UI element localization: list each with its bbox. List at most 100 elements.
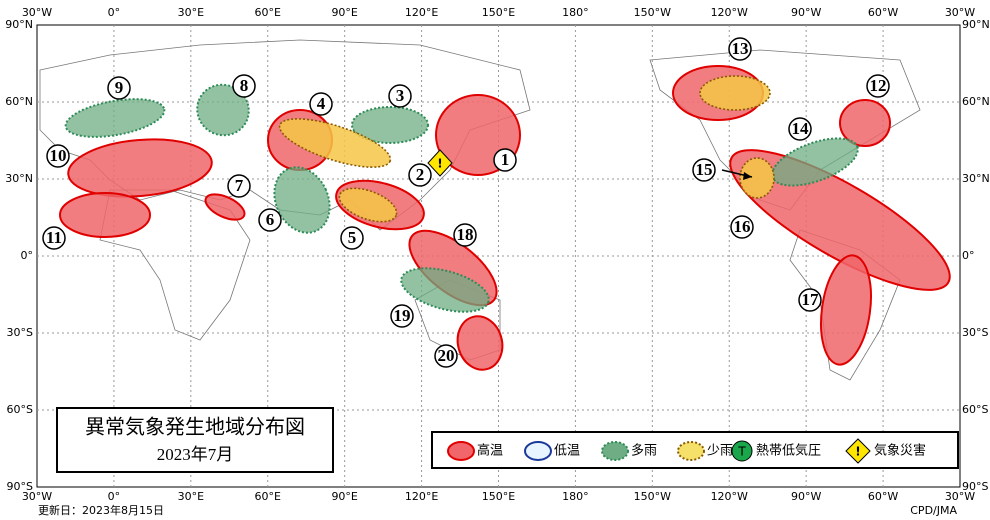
lon-label: 90°W bbox=[791, 490, 821, 503]
disaster-icon bbox=[427, 149, 453, 177]
disaster-icon-text: ! bbox=[437, 157, 442, 171]
dry-region bbox=[699, 75, 771, 111]
region-marker bbox=[493, 148, 517, 172]
region-number: 19 bbox=[394, 306, 411, 325]
region-marker bbox=[232, 74, 256, 98]
wet-region bbox=[273, 166, 331, 234]
lat-label: 30°N bbox=[962, 172, 990, 185]
lon-label: 60°W bbox=[868, 6, 898, 19]
lat-label: 90°N bbox=[962, 18, 990, 31]
lat-label: 60°S bbox=[7, 403, 33, 416]
lon-label: 90°E bbox=[331, 490, 357, 503]
region-number: 4 bbox=[317, 94, 326, 113]
hot-region bbox=[839, 99, 891, 147]
legend: 高温 低温 多雨 少雨 T 熱帯低気圧! 気象災害 bbox=[447, 438, 926, 464]
region-number: 12 bbox=[870, 76, 887, 95]
dry-region bbox=[338, 187, 398, 223]
region-marker bbox=[453, 223, 477, 247]
region-marker bbox=[340, 226, 364, 250]
region-marker bbox=[434, 344, 458, 368]
lon-label: 30°E bbox=[178, 6, 204, 19]
region-marker bbox=[692, 158, 716, 182]
legend-swatch bbox=[447, 441, 475, 461]
legend-label: 気象災害 bbox=[874, 443, 926, 459]
region-number: 20 bbox=[438, 346, 455, 365]
legend-icon bbox=[845, 438, 871, 464]
region-number: 13 bbox=[732, 39, 749, 58]
lat-label: 90°N bbox=[5, 18, 33, 31]
region-number: 2 bbox=[416, 165, 425, 184]
region-marker bbox=[227, 174, 251, 198]
region-marker bbox=[258, 208, 282, 232]
region-number: 9 bbox=[115, 78, 124, 97]
lon-label: 90°E bbox=[331, 6, 357, 19]
lon-label: 150°E bbox=[482, 490, 515, 503]
region-number: 14 bbox=[792, 119, 810, 138]
arrow-head bbox=[743, 172, 752, 180]
lat-label: 30°N bbox=[5, 172, 33, 185]
hot-region bbox=[456, 315, 504, 371]
lat-label: 0° bbox=[962, 249, 975, 262]
region-number: 5 bbox=[348, 228, 357, 247]
region-number: 3 bbox=[396, 86, 405, 105]
lon-label: 180° bbox=[562, 490, 589, 503]
legend-icon bbox=[731, 440, 753, 462]
legend-label: 高温 bbox=[477, 443, 503, 459]
region-number: 8 bbox=[240, 76, 249, 95]
region-number: 18 bbox=[457, 225, 474, 244]
lon-label: 30°W bbox=[22, 490, 52, 503]
lon-label: 150°W bbox=[634, 6, 671, 19]
wet-region bbox=[196, 83, 250, 137]
lat-label: 60°S bbox=[962, 403, 988, 416]
legend-label: 熱帯低気圧 bbox=[756, 443, 821, 459]
lon-label: 60°E bbox=[255, 6, 281, 19]
lat-label: 90°S bbox=[962, 480, 988, 493]
wet-region bbox=[400, 267, 490, 313]
legend-swatch bbox=[601, 441, 629, 461]
subtitle: 2023年7月 bbox=[157, 445, 234, 464]
legend-label: 少雨 bbox=[707, 444, 733, 459]
region-number: 17 bbox=[802, 290, 820, 309]
region-marker bbox=[788, 117, 812, 141]
legend-icon-text: T bbox=[737, 445, 746, 459]
region-marker bbox=[408, 163, 432, 187]
updated-date: 更新日：2023年8月15日 bbox=[38, 503, 164, 517]
region-number: 7 bbox=[235, 176, 244, 195]
lon-label: 30°W bbox=[945, 490, 975, 503]
legend-label: 低温 bbox=[554, 444, 580, 459]
legend-swatch bbox=[524, 441, 552, 461]
dry-region bbox=[278, 118, 392, 168]
hot-region bbox=[67, 138, 213, 198]
lon-label: 120°E bbox=[405, 6, 438, 19]
region-marker bbox=[730, 215, 754, 239]
lon-label: 60°W bbox=[868, 490, 898, 503]
lon-label: 30°W bbox=[945, 6, 975, 19]
lon-label: 0° bbox=[108, 490, 121, 503]
lon-label: 60°E bbox=[255, 490, 281, 503]
region-number: 15 bbox=[696, 160, 713, 179]
region-marker bbox=[798, 288, 822, 312]
legend-label: 多雨 bbox=[631, 443, 657, 459]
region-marker bbox=[309, 92, 333, 116]
lon-label: 120°E bbox=[405, 490, 438, 503]
region-marker bbox=[107, 76, 131, 100]
lat-label: 30°S bbox=[7, 326, 33, 339]
region-number: 11 bbox=[46, 228, 62, 247]
lon-label: 180° bbox=[562, 6, 589, 19]
lat-label: 60°N bbox=[5, 95, 33, 108]
credit: CPD/JMA bbox=[910, 504, 957, 517]
legend-icon-text: ! bbox=[855, 445, 860, 459]
hot-region bbox=[204, 193, 246, 221]
region-marker bbox=[728, 37, 752, 61]
region-number: 6 bbox=[266, 210, 275, 229]
lon-label: 120°W bbox=[711, 6, 748, 19]
hot-region bbox=[59, 192, 151, 238]
lat-label: 60°N bbox=[962, 95, 990, 108]
lon-label: 0° bbox=[108, 6, 121, 19]
anomaly-regions: ! bbox=[59, 65, 951, 371]
region-marker bbox=[46, 144, 70, 168]
lon-label: 120°W bbox=[711, 490, 748, 503]
lon-label: 30°E bbox=[178, 490, 204, 503]
